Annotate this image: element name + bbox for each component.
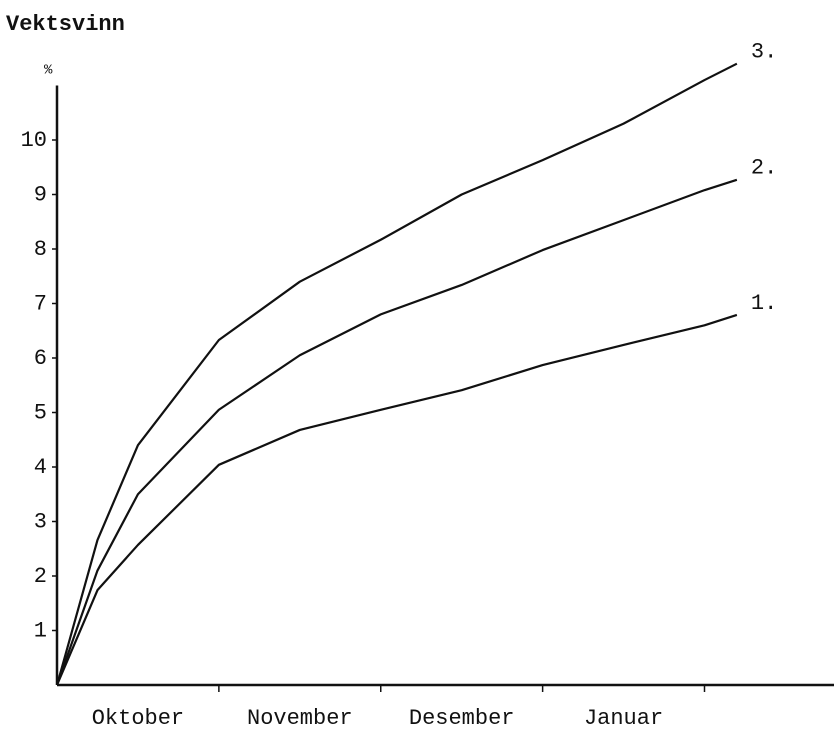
- y-tick-label: 7: [34, 291, 47, 316]
- line-series: [55, 62, 738, 686]
- y-tick-label: 9: [34, 182, 47, 207]
- y-axis-label: %: [44, 63, 53, 79]
- series-label: 1.: [751, 291, 777, 316]
- y-tick-label: 1: [34, 618, 47, 643]
- series-label: 2.: [751, 156, 777, 181]
- line-series: [55, 313, 738, 686]
- x-category-label: November: [247, 706, 353, 729]
- y-tick-label: 6: [34, 346, 47, 371]
- y-tick-label: 2: [34, 564, 47, 589]
- y-tick-label: 4: [34, 455, 47, 480]
- x-category-label: Desember: [409, 706, 515, 729]
- y-tick-label: 3: [34, 509, 47, 534]
- y-tick-label: 8: [34, 237, 47, 262]
- line-series: [55, 178, 738, 686]
- y-tick-label: 10: [21, 128, 47, 153]
- x-category-label: Januar: [584, 706, 663, 729]
- x-category-label: Oktober: [92, 706, 184, 729]
- y-tick-label: 5: [34, 400, 47, 425]
- series-label: 3.: [751, 40, 777, 65]
- chart-title: Vektsvinn: [6, 12, 125, 37]
